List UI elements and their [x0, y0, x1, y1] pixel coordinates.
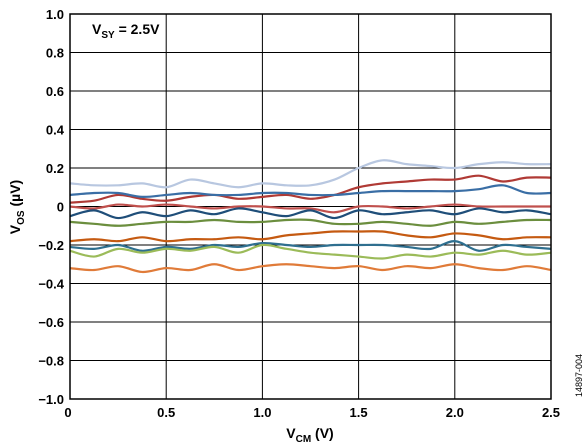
series-line-7 — [69, 230, 552, 243]
series-line-4 — [69, 203, 551, 214]
series-line-6 — [69, 218, 552, 227]
y-tick-label: 0.2 — [46, 161, 64, 176]
x-axis-label: VCM (V) — [286, 425, 333, 445]
y-tick-label: 0 — [57, 200, 64, 215]
y-tick-label: 0.4 — [46, 123, 65, 138]
x-tick-label: 1.0 — [253, 405, 271, 420]
series-line-9 — [69, 243, 552, 260]
grid-lines — [70, 14, 551, 399]
series-line-1 — [69, 159, 552, 189]
y-tick-label: −1.0 — [38, 392, 64, 407]
y-tick-label: 0.6 — [46, 84, 64, 99]
series-lines — [69, 159, 552, 274]
y-tick-label: −0.4 — [38, 277, 64, 292]
y-tick-labels: 1.0 0.8 0.6 0.4 0.2 0 −0.2 −0.4 −0.6 −0.8 −1.0 — [38, 7, 64, 407]
x-tick-label: 0.5 — [157, 405, 175, 420]
x-tick-labels: 0 0.5 1.0 1.5 2.0 2.5 — [64, 405, 560, 420]
y-axis-label: VOS (µV) — [7, 180, 27, 234]
x-tick-label: 2.5 — [542, 405, 560, 420]
x-tick-label: 0 — [64, 405, 71, 420]
figure-id: 14897-004 — [574, 354, 584, 397]
series-line-2 — [69, 174, 552, 204]
series-line-10 — [69, 263, 552, 274]
y-tick-label: 0.8 — [46, 46, 64, 61]
y-tick-label: −0.6 — [38, 315, 64, 330]
y-tick-label: −0.8 — [38, 354, 64, 369]
series-line-8 — [69, 240, 552, 252]
y-tick-label: 1.0 — [46, 7, 64, 22]
x-tick-label: 2.0 — [446, 405, 464, 420]
y-tick-label: −0.2 — [38, 238, 64, 253]
supply-voltage-annotation: VSY = 2.5V — [92, 21, 160, 41]
x-tick-label: 1.5 — [350, 405, 368, 420]
plot-frame — [69, 13, 552, 400]
series-line-3 — [69, 184, 552, 199]
series-line-5 — [69, 207, 552, 220]
